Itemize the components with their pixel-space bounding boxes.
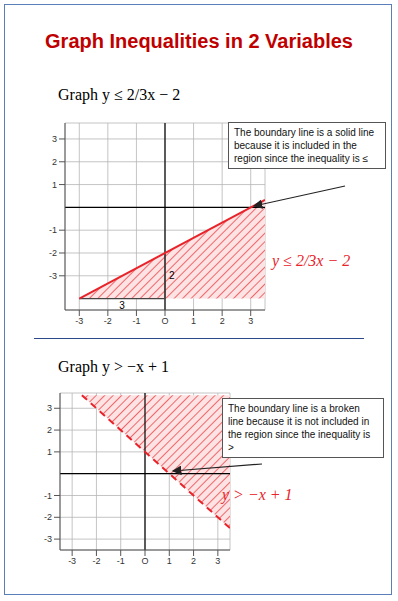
html-text:Graph y > −x + 1: Graph y > −x + 1	[58, 358, 170, 375]
svg-text:1: 1	[47, 447, 52, 457]
svg-text:-3: -3	[44, 534, 52, 544]
svg-text:-2: -2	[92, 556, 100, 566]
svg-text:2: 2	[191, 556, 196, 566]
svg-text:O: O	[161, 316, 168, 326]
svg-text:3: 3	[248, 316, 253, 326]
svg-text:2: 2	[47, 425, 52, 435]
svg-text:3: 3	[52, 134, 57, 144]
svg-text:2: 2	[220, 316, 225, 326]
svg-text:-2: -2	[104, 316, 112, 326]
svg-text:-2: -2	[49, 248, 57, 258]
svg-text:3: 3	[215, 556, 220, 566]
svg-text:-1: -1	[44, 491, 52, 501]
svg-text:1: 1	[167, 556, 172, 566]
svg-text:-3: -3	[75, 316, 83, 326]
svg-text:3: 3	[47, 403, 52, 413]
svg-text:-2: -2	[44, 512, 52, 522]
svg-text:3: 3	[119, 300, 125, 311]
svg-text:1: 1	[52, 180, 57, 190]
svg-text:1: 1	[191, 316, 196, 326]
html-text:Graph y ≤ 2/3x − 2: Graph y ≤ 2/3x − 2	[58, 86, 181, 103]
svg-text:-1: -1	[117, 556, 125, 566]
svg-text:-1: -1	[132, 316, 140, 326]
html-text:y > −x + 1: y > −x + 1	[222, 486, 293, 503]
html-text:The boundary line is a solid l: The boundary line is a solid line becaus…	[234, 127, 375, 164]
html-text:y ≤ 2/3x − 2: y ≤ 2/3x − 2	[272, 252, 351, 269]
svg-text:-3: -3	[49, 271, 57, 281]
html-text:The boundary line is a broken: The boundary line is a broken line becau…	[228, 403, 371, 453]
svg-text:2: 2	[52, 157, 57, 167]
svg-text:-3: -3	[68, 556, 76, 566]
svg-text:O: O	[141, 556, 148, 566]
svg-text:-1: -1	[49, 225, 57, 235]
html-text:Graph Inequalities in 2 Variab: Graph Inequalities in 2 Variables	[45, 30, 353, 52]
svg-text:2: 2	[169, 270, 175, 281]
